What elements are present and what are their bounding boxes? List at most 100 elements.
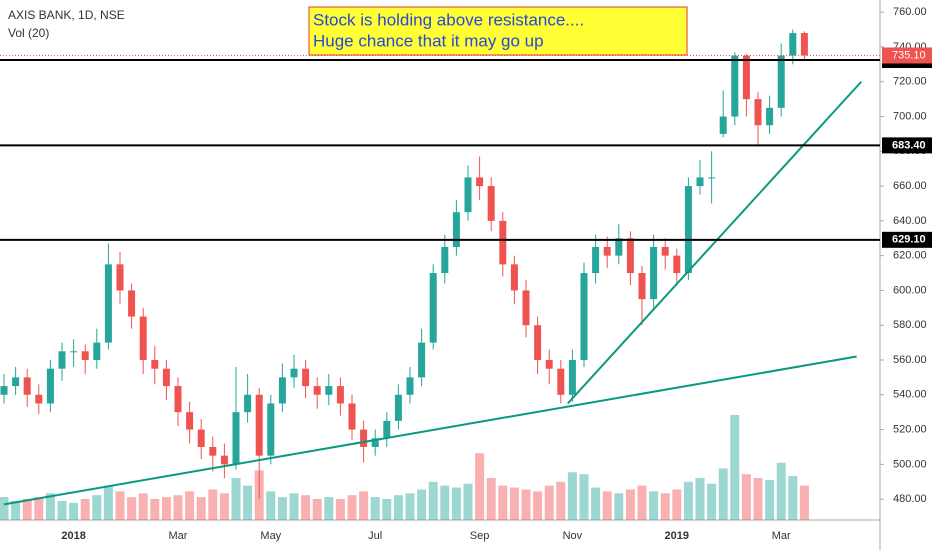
y-tick-label: 540.00 — [893, 389, 927, 401]
y-tick-label: 500.00 — [893, 458, 927, 470]
y-tick-label: 480.00 — [893, 493, 927, 505]
candle-body — [650, 246, 658, 300]
y-tick-label: 700.00 — [893, 110, 927, 122]
candle-body — [626, 238, 634, 274]
volume-bar — [92, 495, 102, 520]
y-tick-label: 580.00 — [893, 319, 927, 331]
candle-body — [197, 429, 205, 447]
volume-bar — [115, 491, 125, 520]
volume-bar — [753, 478, 763, 520]
volume-bar — [475, 453, 485, 520]
volume-bar — [127, 497, 137, 520]
x-tick-label: Mar — [772, 530, 791, 542]
candle-body — [162, 368, 170, 387]
trendline — [567, 81, 862, 405]
candle-body — [220, 455, 228, 465]
candle-body — [568, 360, 576, 395]
candle-body — [406, 377, 414, 395]
candle-body — [696, 177, 704, 187]
volume-bar — [591, 487, 601, 520]
candle-body — [429, 273, 437, 343]
volume-bar — [533, 491, 543, 520]
candle-body — [441, 246, 449, 274]
volume-bar — [672, 489, 682, 520]
candle-body — [708, 177, 716, 179]
volume-bar — [405, 493, 415, 520]
volume-bar — [486, 478, 496, 520]
volume-bar — [57, 500, 67, 520]
candle-body — [789, 33, 797, 56]
volume-bar — [625, 489, 635, 520]
candle-body — [209, 446, 217, 456]
volume-bar — [45, 493, 55, 520]
volume-bar — [393, 495, 403, 520]
volume-bar — [231, 478, 241, 520]
volume-bar — [544, 485, 554, 520]
candle-body — [104, 264, 112, 343]
candle-body — [638, 273, 646, 300]
volume-bar — [243, 485, 253, 520]
candle-body — [174, 386, 182, 413]
candle-body — [557, 368, 565, 395]
candle-body — [476, 177, 484, 187]
candle-body — [580, 273, 588, 360]
y-tick-label: 600.00 — [893, 284, 927, 296]
volume-bar — [498, 485, 508, 520]
volume-bar — [707, 483, 717, 520]
volume-bar — [602, 491, 612, 520]
volume-bar — [509, 487, 519, 520]
candle-body — [452, 212, 460, 247]
candle-body — [12, 377, 20, 387]
candle-body — [464, 177, 472, 213]
level-label-box — [882, 137, 932, 154]
y-tick-label: 720.00 — [893, 76, 927, 88]
candle-body — [800, 33, 808, 56]
volume-label: Vol (20) — [8, 26, 49, 40]
volume-bar — [370, 497, 380, 520]
volume-bar — [417, 489, 427, 520]
volume-bar — [173, 495, 183, 520]
candle-body — [418, 342, 426, 378]
y-tick-label: 660.00 — [893, 180, 927, 192]
candle-body — [93, 342, 101, 360]
candle-body — [487, 186, 495, 221]
volume-bar — [637, 485, 647, 520]
level-label: 683.40 — [892, 139, 926, 151]
volume-bar — [335, 499, 345, 520]
x-tick-label: Jul — [368, 530, 382, 542]
volume-bar — [382, 499, 392, 520]
volume-bar — [567, 472, 577, 520]
candle-body — [151, 360, 159, 369]
candle-body — [313, 386, 321, 395]
candle-body — [522, 290, 530, 326]
chart-title: AXIS BANK, 1D, NSE — [8, 8, 125, 22]
candle-body — [592, 246, 600, 274]
volume-bar — [11, 500, 21, 520]
candle-body — [603, 246, 611, 256]
candle-body — [336, 386, 344, 404]
candle-body — [70, 351, 78, 353]
volume-bar — [695, 478, 705, 520]
x-tick-label: 2018 — [61, 530, 85, 542]
volume-bar — [266, 491, 276, 520]
candle-body — [244, 394, 252, 413]
candle-body — [766, 107, 774, 126]
volume-bar — [208, 489, 218, 520]
candle-body — [186, 412, 194, 430]
volume-bar — [741, 474, 751, 520]
candle-body — [383, 420, 391, 439]
volume-bar — [440, 485, 450, 520]
candle-body — [348, 403, 356, 430]
candle-body — [777, 55, 785, 108]
candle-body — [360, 429, 368, 447]
x-tick-label: Nov — [563, 530, 583, 542]
candle-body — [232, 412, 240, 465]
candle-body — [754, 99, 762, 126]
volume-bar — [324, 497, 334, 520]
volume-bar — [150, 499, 160, 520]
candle-body — [81, 351, 89, 360]
y-tick-label: 760.00 — [893, 6, 927, 18]
x-tick-label: 2019 — [665, 530, 689, 542]
